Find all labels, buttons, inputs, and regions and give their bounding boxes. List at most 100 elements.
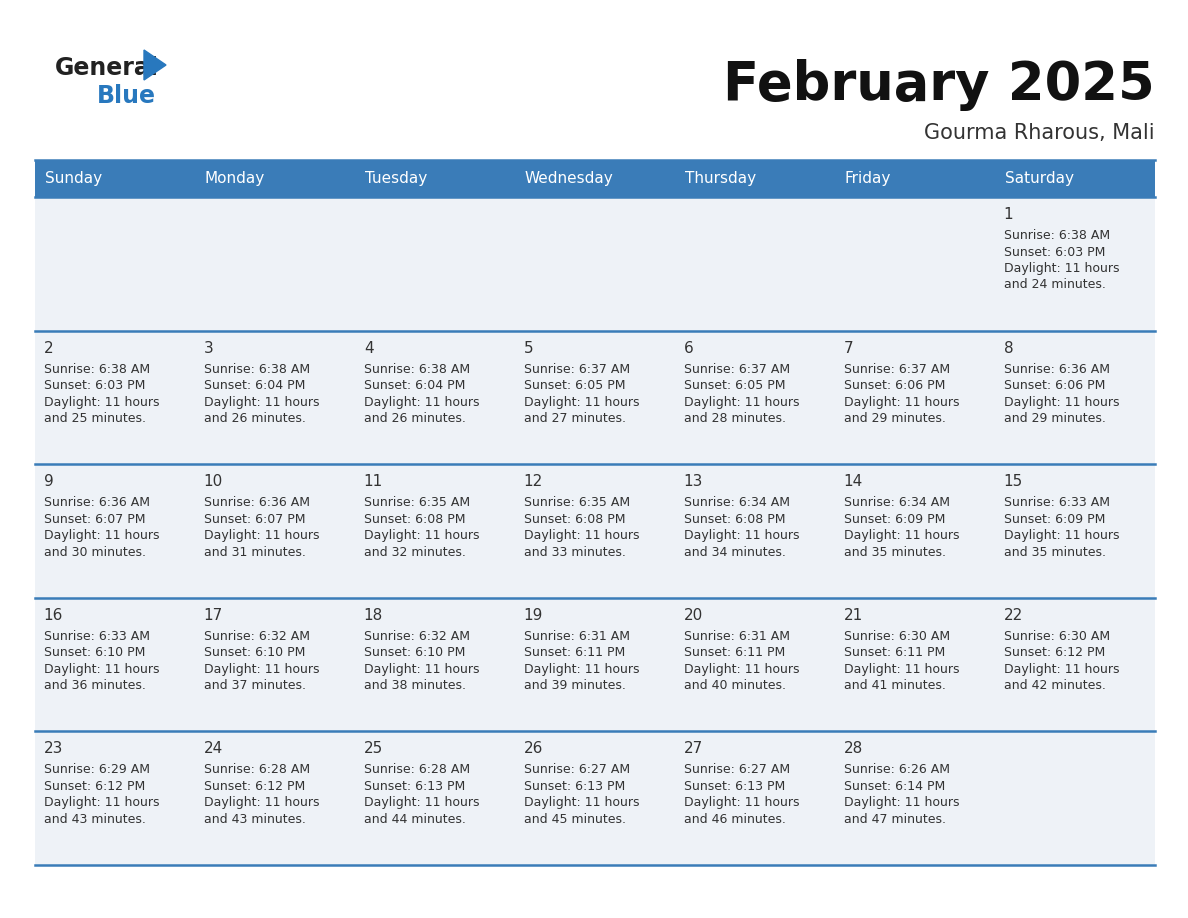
Text: 21: 21 xyxy=(843,608,862,622)
Text: and 32 minutes.: and 32 minutes. xyxy=(364,545,466,559)
Text: Sunset: 6:05 PM: Sunset: 6:05 PM xyxy=(524,379,625,392)
Text: Daylight: 11 hours: Daylight: 11 hours xyxy=(44,396,159,409)
Bar xyxy=(34,465,195,598)
Bar xyxy=(835,330,996,465)
Text: Sunset: 6:12 PM: Sunset: 6:12 PM xyxy=(1004,646,1105,659)
Text: Sunset: 6:13 PM: Sunset: 6:13 PM xyxy=(524,780,625,793)
Text: 7: 7 xyxy=(843,341,853,355)
Text: and 39 minutes.: and 39 minutes. xyxy=(524,679,626,692)
Bar xyxy=(996,732,1155,865)
Text: Sunset: 6:10 PM: Sunset: 6:10 PM xyxy=(204,646,305,659)
Text: Sunset: 6:07 PM: Sunset: 6:07 PM xyxy=(44,512,145,526)
Bar xyxy=(675,732,835,865)
Bar xyxy=(195,598,355,732)
Text: Thursday: Thursday xyxy=(684,171,756,186)
Text: Sunset: 6:09 PM: Sunset: 6:09 PM xyxy=(1004,512,1105,526)
Text: Sunset: 6:11 PM: Sunset: 6:11 PM xyxy=(684,646,785,659)
Text: Sunrise: 6:29 AM: Sunrise: 6:29 AM xyxy=(44,764,150,777)
Bar xyxy=(516,598,675,732)
Bar xyxy=(34,330,195,465)
Bar xyxy=(996,197,1155,330)
Bar xyxy=(835,598,996,732)
Text: Daylight: 11 hours: Daylight: 11 hours xyxy=(684,663,800,676)
Bar xyxy=(675,160,835,197)
Text: and 44 minutes.: and 44 minutes. xyxy=(364,813,466,826)
Text: Sunrise: 6:37 AM: Sunrise: 6:37 AM xyxy=(524,363,630,375)
Text: 19: 19 xyxy=(524,608,543,622)
Bar xyxy=(516,197,675,330)
Text: 26: 26 xyxy=(524,742,543,756)
Text: Sunrise: 6:27 AM: Sunrise: 6:27 AM xyxy=(684,764,790,777)
Text: Sunset: 6:14 PM: Sunset: 6:14 PM xyxy=(843,780,944,793)
Text: and 41 minutes.: and 41 minutes. xyxy=(843,679,946,692)
Bar xyxy=(34,598,195,732)
Bar xyxy=(996,465,1155,598)
Text: Daylight: 11 hours: Daylight: 11 hours xyxy=(843,797,959,810)
Text: Daylight: 11 hours: Daylight: 11 hours xyxy=(1004,529,1119,543)
Text: Sunset: 6:13 PM: Sunset: 6:13 PM xyxy=(364,780,465,793)
Text: and 38 minutes.: and 38 minutes. xyxy=(364,679,466,692)
Text: 27: 27 xyxy=(684,742,703,756)
Text: 15: 15 xyxy=(1004,475,1023,489)
Text: Daylight: 11 hours: Daylight: 11 hours xyxy=(684,396,800,409)
Text: 16: 16 xyxy=(44,608,63,622)
Text: and 34 minutes.: and 34 minutes. xyxy=(684,545,785,559)
Text: Sunset: 6:06 PM: Sunset: 6:06 PM xyxy=(843,379,946,392)
Text: and 43 minutes.: and 43 minutes. xyxy=(44,813,146,826)
Text: Gourma Rharous, Mali: Gourma Rharous, Mali xyxy=(924,123,1155,143)
Text: Daylight: 11 hours: Daylight: 11 hours xyxy=(524,797,639,810)
Text: Sunrise: 6:30 AM: Sunrise: 6:30 AM xyxy=(843,630,950,643)
Text: Sunrise: 6:30 AM: Sunrise: 6:30 AM xyxy=(1004,630,1110,643)
Text: and 37 minutes.: and 37 minutes. xyxy=(204,679,305,692)
Text: Sunrise: 6:35 AM: Sunrise: 6:35 AM xyxy=(364,497,470,509)
Text: Daylight: 11 hours: Daylight: 11 hours xyxy=(364,529,479,543)
Text: and 26 minutes.: and 26 minutes. xyxy=(364,412,466,425)
Text: 17: 17 xyxy=(204,608,223,622)
Bar xyxy=(355,465,516,598)
Text: 4: 4 xyxy=(364,341,373,355)
Text: and 35 minutes.: and 35 minutes. xyxy=(1004,545,1106,559)
Text: 18: 18 xyxy=(364,608,383,622)
Bar xyxy=(996,160,1155,197)
Text: Daylight: 11 hours: Daylight: 11 hours xyxy=(204,663,320,676)
Bar xyxy=(195,330,355,465)
Bar xyxy=(996,330,1155,465)
Text: 10: 10 xyxy=(204,475,223,489)
Bar xyxy=(835,160,996,197)
Text: Sunrise: 6:37 AM: Sunrise: 6:37 AM xyxy=(843,363,950,375)
Text: Monday: Monday xyxy=(204,171,265,186)
Text: Sunset: 6:12 PM: Sunset: 6:12 PM xyxy=(44,780,145,793)
Bar xyxy=(675,330,835,465)
Text: and 35 minutes.: and 35 minutes. xyxy=(843,545,946,559)
Bar xyxy=(355,732,516,865)
Text: Sunrise: 6:36 AM: Sunrise: 6:36 AM xyxy=(1004,363,1110,375)
Text: Daylight: 11 hours: Daylight: 11 hours xyxy=(364,396,479,409)
Text: Daylight: 11 hours: Daylight: 11 hours xyxy=(1004,663,1119,676)
Text: and 33 minutes.: and 33 minutes. xyxy=(524,545,626,559)
Text: Blue: Blue xyxy=(97,84,156,108)
Text: 23: 23 xyxy=(44,742,63,756)
Text: Daylight: 11 hours: Daylight: 11 hours xyxy=(364,663,479,676)
Text: Sunrise: 6:38 AM: Sunrise: 6:38 AM xyxy=(44,363,150,375)
Text: Sunset: 6:08 PM: Sunset: 6:08 PM xyxy=(524,512,625,526)
Text: and 36 minutes.: and 36 minutes. xyxy=(44,679,146,692)
Text: Daylight: 11 hours: Daylight: 11 hours xyxy=(843,529,959,543)
Text: Sunrise: 6:27 AM: Sunrise: 6:27 AM xyxy=(524,764,630,777)
Bar xyxy=(516,465,675,598)
Text: Sunrise: 6:32 AM: Sunrise: 6:32 AM xyxy=(364,630,469,643)
Text: Daylight: 11 hours: Daylight: 11 hours xyxy=(44,663,159,676)
Text: Sunset: 6:03 PM: Sunset: 6:03 PM xyxy=(44,379,145,392)
Text: Sunrise: 6:35 AM: Sunrise: 6:35 AM xyxy=(524,497,630,509)
Text: Sunset: 6:08 PM: Sunset: 6:08 PM xyxy=(364,512,466,526)
Text: Sunrise: 6:38 AM: Sunrise: 6:38 AM xyxy=(1004,229,1110,242)
Text: Daylight: 11 hours: Daylight: 11 hours xyxy=(1004,262,1119,275)
Text: February 2025: February 2025 xyxy=(723,59,1155,111)
Text: and 28 minutes.: and 28 minutes. xyxy=(684,412,785,425)
Text: Daylight: 11 hours: Daylight: 11 hours xyxy=(843,396,959,409)
Text: and 45 minutes.: and 45 minutes. xyxy=(524,813,626,826)
Text: and 25 minutes.: and 25 minutes. xyxy=(44,412,146,425)
Text: Sunset: 6:04 PM: Sunset: 6:04 PM xyxy=(364,379,466,392)
Text: Sunset: 6:08 PM: Sunset: 6:08 PM xyxy=(684,512,785,526)
Text: and 42 minutes.: and 42 minutes. xyxy=(1004,679,1106,692)
Text: Daylight: 11 hours: Daylight: 11 hours xyxy=(684,529,800,543)
